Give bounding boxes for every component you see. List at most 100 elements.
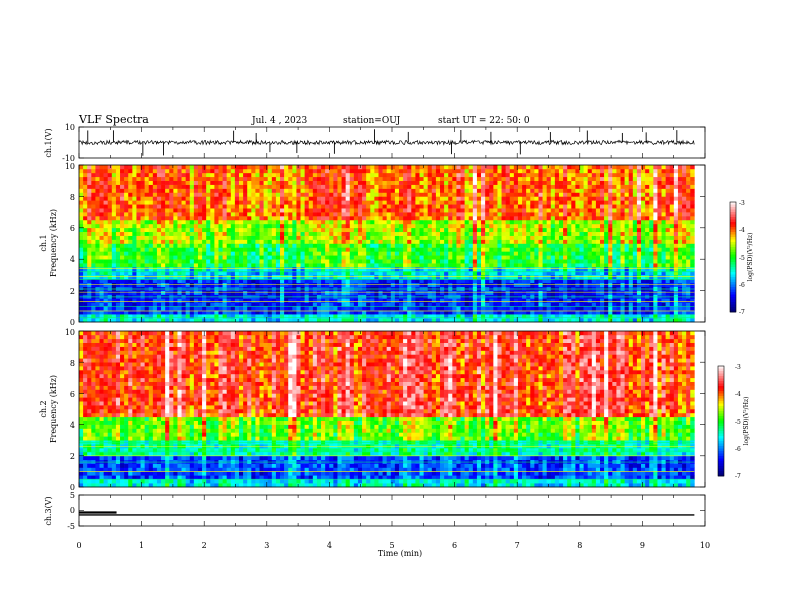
spectrogram-cell [103, 278, 109, 284]
spectrogram-cell [501, 302, 506, 307]
spectrogram-cell [99, 243, 104, 248]
spectrogram-cell [554, 302, 560, 307]
spectrogram-cell [136, 196, 141, 201]
spectrogram-cell [193, 216, 199, 221]
spectrogram-cell [222, 200, 227, 205]
spectrogram-cell [251, 231, 256, 236]
spectrogram-cell [333, 255, 338, 260]
spectrogram-cell [95, 223, 100, 229]
spectrogram-cell [357, 263, 363, 268]
spectrogram-cell [563, 259, 568, 264]
spectrogram-cell [271, 298, 277, 303]
spectrogram-cell [534, 235, 539, 240]
spectrogram-cell [485, 235, 490, 240]
spectrogram-cell [95, 247, 100, 252]
spectrogram-cell [686, 223, 691, 229]
spectrogram-cell [669, 235, 675, 240]
spectrogram-cell [357, 270, 363, 276]
spectrogram-cell [554, 204, 560, 209]
spectrogram-cell [370, 282, 375, 287]
spectrogram-cell [415, 298, 420, 303]
spectrogram-cell [83, 255, 88, 260]
spectrogram-cell [394, 227, 400, 233]
spectrogram-cell [653, 239, 658, 244]
spectrogram-cell [234, 318, 240, 323]
spectrogram-cell [251, 235, 256, 240]
spectrogram-cell [115, 259, 121, 264]
spectrogram-cell [616, 243, 621, 248]
spectrogram-cell [284, 282, 289, 287]
spectrogram-cell [91, 192, 96, 197]
spectrogram-cell [181, 239, 186, 244]
spectrogram-cell [591, 212, 597, 217]
spectrogram-cell [686, 200, 691, 205]
spectrogram-cell [251, 247, 256, 252]
spectrogram-cell [464, 318, 470, 323]
spectrogram-cell [259, 263, 264, 268]
spectrogram-cell [411, 270, 416, 276]
spectrogram-cell [546, 227, 552, 233]
spectrogram-cell [460, 298, 465, 303]
spectrogram-cell [690, 204, 695, 209]
spectrogram-cell [444, 243, 449, 248]
spectrogram-cell [316, 227, 322, 233]
spectrogram-cell [308, 196, 314, 201]
spectrogram-cell [653, 267, 658, 272]
spectrogram-cell [366, 278, 371, 284]
spectrogram-cell [464, 235, 470, 240]
spectrogram-cell [247, 231, 252, 236]
spectrogram-cell [275, 267, 281, 272]
spectrogram-cell [255, 192, 260, 197]
spectrogram-cell [591, 263, 597, 268]
spectrogram-cell [587, 318, 593, 323]
spectrogram-cell [600, 243, 605, 248]
spectrogram-cell [128, 243, 133, 248]
spectrogram-cell [411, 263, 416, 268]
spectrogram-cell [193, 239, 199, 244]
spectrogram-cell [472, 243, 478, 248]
spectrogram-cell [448, 302, 453, 307]
spectrogram-cell [206, 235, 211, 240]
spectrogram-cell [476, 216, 482, 221]
spectrogram-cell [398, 282, 404, 287]
spectrogram-cell [353, 235, 359, 240]
spectrogram-cell [497, 267, 502, 272]
spectrogram-cell [567, 278, 572, 284]
spectrogram-cell [673, 314, 679, 319]
spectrogram-cell [386, 235, 392, 240]
spectrogram-cell [193, 267, 199, 272]
spectrogram-cell [682, 200, 687, 205]
spectrogram-cell [423, 263, 429, 268]
spectrogram-cell [185, 235, 191, 240]
spectrogram-cell [686, 263, 691, 268]
spectrogram-cell [509, 239, 515, 244]
spectrogram-cell [390, 290, 396, 295]
spectrogram-cell [669, 314, 675, 319]
spectrogram-cell [165, 200, 170, 205]
spectrogram-cell [567, 219, 572, 225]
spectrogram-cell [312, 306, 318, 311]
spectrogram-cell [636, 223, 642, 229]
spectrogram-cell [645, 216, 650, 221]
spectrogram-cell [452, 223, 457, 229]
spectrogram-cell [571, 200, 576, 205]
spectrogram-cell [370, 290, 375, 295]
spectrogram-cell [243, 204, 248, 209]
spectrogram-cell [649, 247, 654, 252]
spectrogram-cell [165, 216, 170, 221]
spectrogram-cell [214, 223, 219, 229]
spectrogram-cell [115, 243, 121, 248]
spectrogram-cell [115, 267, 121, 272]
spectrogram-cell [210, 302, 215, 307]
spectrogram-cell [517, 259, 523, 264]
spectrogram-cell [444, 208, 449, 213]
spectrogram-cell [394, 243, 400, 248]
spectrogram-cell [407, 192, 412, 197]
spectrogram-cell [398, 302, 404, 307]
spectrogram-cell [464, 227, 470, 233]
spectrogram-cell [202, 278, 207, 284]
spectrogram-cell [677, 314, 683, 319]
spectrogram-cell [517, 247, 523, 252]
spectrogram-cell [165, 290, 170, 295]
spectrogram-cell [312, 251, 318, 256]
